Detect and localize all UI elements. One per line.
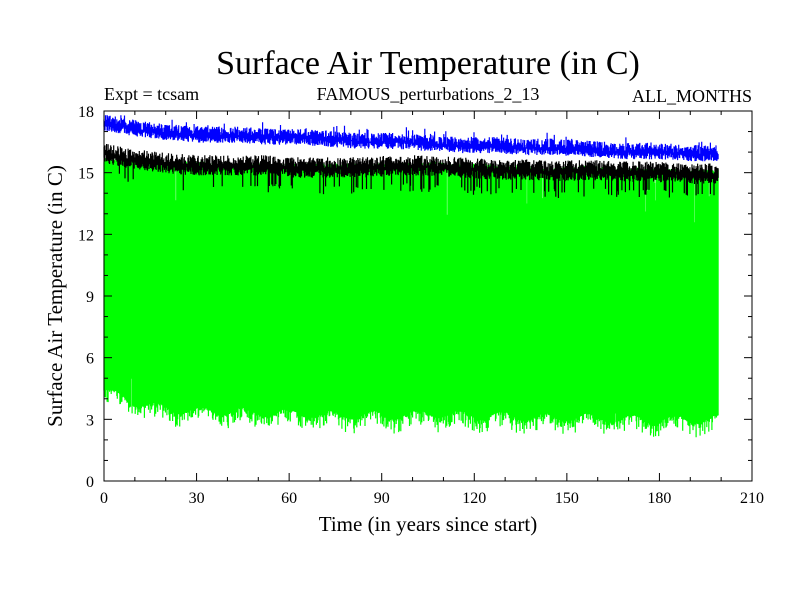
- subtitle-perturbation: FAMOUS_perturbations_2_13: [317, 84, 540, 104]
- chart-title: Surface Air Temperature (in C): [216, 45, 640, 82]
- x-tick-label: 0: [100, 490, 108, 507]
- plot-area: [103, 115, 719, 438]
- x-axis-label: Time (in years since start): [319, 512, 538, 536]
- x-tick-label: 60: [281, 490, 297, 507]
- plot-frame: [103, 110, 753, 482]
- y-tick-label: 0: [86, 474, 94, 491]
- y-axis-label: Surface Air Temperature (in C): [43, 165, 67, 427]
- x-tick-label: 120: [462, 490, 486, 507]
- y-tick-label: 15: [78, 166, 94, 183]
- y-tick-label: 18: [78, 104, 94, 121]
- x-tick-label: 210: [740, 490, 764, 507]
- y-tick-label: 3: [86, 412, 94, 429]
- subtitle-experiment: Expt = tcsam: [104, 84, 199, 104]
- x-tick-label: 30: [189, 490, 205, 507]
- series-range-band: [103, 157, 719, 438]
- subtitle-months: ALL_MONTHS: [632, 86, 752, 106]
- axes: 0 30 60 90 120 150 180 210 0 3 6 9 12 15 18: [78, 104, 764, 507]
- y-tick-label: 12: [78, 227, 94, 244]
- x-tick-label: 180: [647, 490, 671, 507]
- y-tick-label: 6: [86, 351, 94, 368]
- x-tick-label: 90: [374, 490, 390, 507]
- y-tick-label: 9: [86, 289, 94, 306]
- x-tick-label: 150: [555, 490, 579, 507]
